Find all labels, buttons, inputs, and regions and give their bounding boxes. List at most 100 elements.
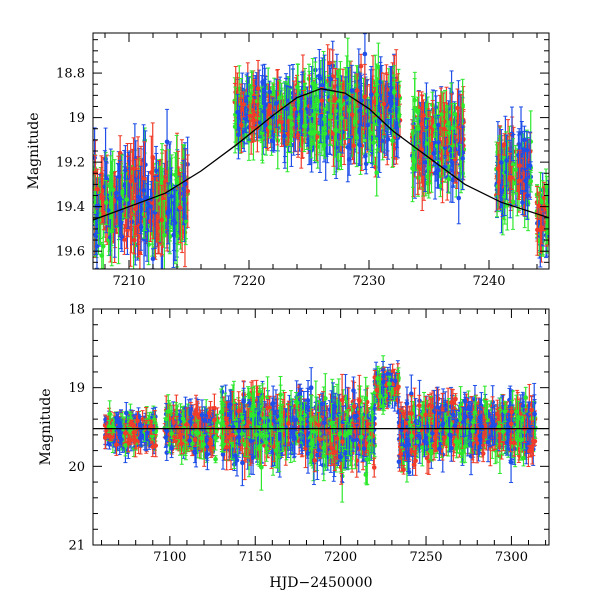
data-point [159, 217, 165, 223]
data-point [122, 183, 128, 189]
data-point [436, 167, 441, 173]
data-point [177, 205, 183, 210]
data-point [114, 190, 119, 196]
data-point [431, 151, 437, 156]
data-point [298, 138, 304, 143]
data-point [438, 183, 443, 189]
data-point [106, 208, 111, 213]
data-point [303, 123, 309, 129]
data-point [385, 137, 391, 142]
data-point [374, 170, 380, 175]
data-point [155, 225, 160, 231]
data-point [381, 101, 387, 107]
data-point [109, 228, 115, 234]
data-point [241, 102, 246, 107]
data-point [349, 88, 355, 93]
data-point [363, 153, 368, 159]
data-point [346, 108, 352, 113]
data-point [396, 113, 402, 119]
data-point [314, 97, 320, 102]
data-point [164, 139, 170, 145]
data-point [456, 195, 462, 201]
data-point [432, 170, 438, 176]
data-point [279, 119, 285, 125]
data-point [252, 112, 257, 117]
data-point [269, 138, 275, 144]
data-point [117, 196, 123, 201]
data-point [392, 89, 397, 95]
data-point [310, 81, 316, 86]
data-point [150, 154, 156, 160]
data-point [322, 126, 327, 131]
data-point [333, 145, 339, 150]
data-point [338, 103, 344, 108]
data-point [362, 94, 368, 100]
data-point [117, 150, 123, 156]
data-point [328, 76, 333, 82]
data-point [307, 130, 313, 136]
data-point [336, 98, 342, 104]
data-point [368, 130, 373, 136]
data-point [255, 86, 261, 91]
data-point [352, 119, 357, 125]
data-point [298, 109, 304, 114]
data-point [132, 237, 137, 243]
data-point [150, 256, 156, 262]
data-point [325, 135, 330, 140]
data-point [103, 200, 109, 205]
data-point [110, 187, 115, 192]
data-point [354, 88, 360, 93]
data-point [351, 143, 356, 148]
data-point [357, 142, 362, 148]
data-point [153, 168, 159, 173]
data-point [320, 83, 325, 88]
data-point [124, 197, 129, 202]
data-point [95, 186, 100, 192]
data-point [359, 98, 364, 103]
data-point [332, 127, 338, 133]
data-point [362, 51, 368, 57]
data-point [374, 92, 379, 97]
data-point [267, 89, 272, 95]
data-point [311, 112, 317, 118]
data-point [128, 178, 134, 184]
data-point [333, 96, 338, 102]
data-point [122, 237, 127, 242]
data-point [365, 122, 370, 128]
data-point [174, 233, 180, 239]
data-point [274, 100, 279, 106]
data-point [375, 142, 381, 148]
data-point [460, 102, 465, 108]
data-point [261, 109, 267, 114]
data-point [185, 188, 191, 194]
data-point [327, 114, 333, 119]
data-point [259, 130, 265, 136]
data-point [277, 99, 283, 104]
data-point [99, 253, 105, 258]
data-point [235, 109, 240, 115]
data-point [340, 129, 345, 135]
data-point [319, 98, 325, 103]
data-point [93, 170, 98, 175]
data-point [172, 220, 178, 226]
data-point [131, 166, 136, 171]
data-point [354, 135, 359, 140]
data-point [282, 133, 287, 139]
data-point [285, 131, 291, 137]
data-point [143, 195, 149, 200]
data-point [182, 181, 188, 187]
data-point [162, 233, 167, 238]
data-point [119, 234, 125, 239]
data-point [289, 121, 295, 127]
data-point [148, 219, 153, 224]
data-point [296, 99, 302, 105]
data-point [136, 194, 141, 200]
data-point [439, 111, 445, 117]
top-panel-data [93, 33, 549, 269]
data-point [368, 92, 374, 97]
data-point [107, 183, 112, 189]
data-point [165, 211, 171, 216]
data-point [394, 124, 399, 130]
